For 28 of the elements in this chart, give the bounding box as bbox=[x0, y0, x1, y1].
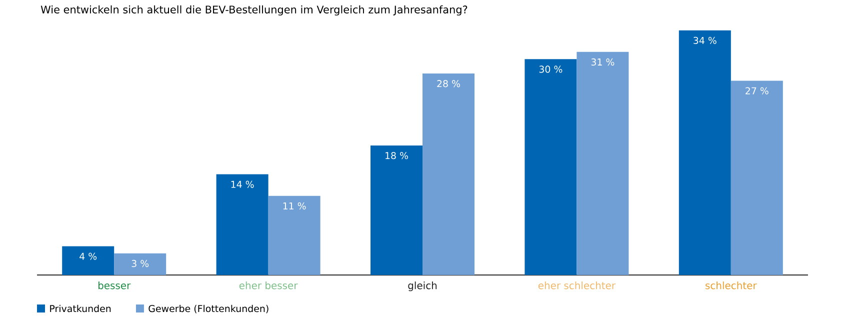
data-label: 28 % bbox=[437, 80, 460, 88]
chart-title: Wie entwickeln sich aktuell die BEV-Bestellungen im Vergleich zum Jahresanfang? bbox=[40, 5, 468, 16]
bar bbox=[422, 74, 475, 275]
legend-label: Privatkunden bbox=[50, 304, 111, 312]
data-label: 11 % bbox=[283, 202, 306, 210]
bar bbox=[216, 174, 268, 275]
bar bbox=[268, 196, 320, 275]
bar bbox=[678, 30, 731, 275]
data-label: 30 % bbox=[539, 66, 562, 73]
bar bbox=[730, 80, 783, 275]
legend-label: Gewerbe (Flottenkunden) bbox=[148, 304, 268, 314]
x-tick-label: besser bbox=[98, 282, 131, 290]
data-label: 27 % bbox=[746, 87, 768, 94]
data-label: 18 % bbox=[386, 152, 408, 160]
x-tick-label: gleich bbox=[408, 282, 437, 292]
data-label: 3 % bbox=[132, 260, 149, 268]
bar bbox=[62, 246, 114, 275]
data-label: 14 % bbox=[231, 180, 254, 188]
x-tick-label: schlechter bbox=[706, 282, 757, 290]
bar bbox=[114, 253, 166, 275]
x-tick-label: eher schlechter bbox=[538, 282, 616, 290]
bar bbox=[576, 52, 629, 275]
bar bbox=[370, 145, 423, 275]
data-label: 31 % bbox=[591, 58, 614, 66]
data-label: 34 % bbox=[694, 36, 716, 44]
data-label: 4 % bbox=[80, 252, 97, 260]
x-tick-label: eher besser bbox=[239, 282, 298, 290]
bar bbox=[524, 59, 577, 275]
